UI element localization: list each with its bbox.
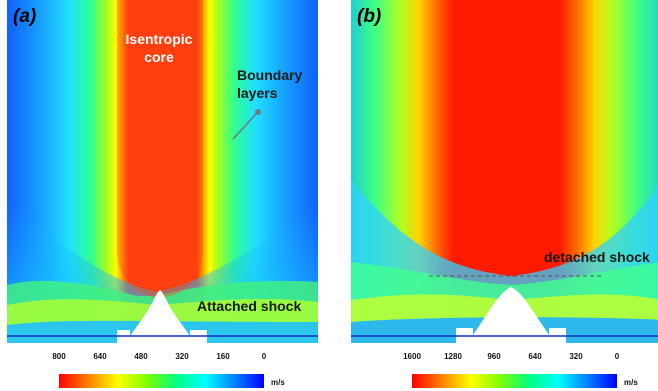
colorbar-b-tick: 0 xyxy=(614,352,620,361)
isentropic-core-label: Isentropic core xyxy=(125,31,193,65)
colorbar-a-tick: 800 xyxy=(52,352,66,361)
colorbar-b-unit: m/s xyxy=(624,378,638,387)
velocity-field-b xyxy=(351,0,658,343)
colorbar-a-unit: m/s xyxy=(271,378,285,387)
colorbar-a-tick: 320 xyxy=(175,352,189,361)
colorbar-a-tick: 640 xyxy=(93,352,107,361)
detached-shock-label: detached shock xyxy=(544,249,650,265)
colorbar-a-tick: 480 xyxy=(134,352,148,361)
colorbar-a-tick: 160 xyxy=(216,352,230,361)
colorbar-b-gradient xyxy=(412,374,617,388)
colorbar-a: 800 640 480 320 160 0 m/s xyxy=(52,352,299,390)
colorbar-b-tick: 960 xyxy=(487,352,501,361)
colorbar-b: 1600 1280 960 640 320 0 m/s xyxy=(403,352,652,390)
attached-shock-label: Attached shock xyxy=(197,298,302,314)
panel-b: (b) detached shock xyxy=(351,0,658,343)
panel-a: (a) Isentropic core Boundary layers Atta… xyxy=(7,0,318,343)
panel-label-b: (b) xyxy=(357,6,382,27)
colorbar-b-tick: 1280 xyxy=(444,352,462,361)
boundary-layer-leader-line xyxy=(232,112,258,140)
colorbar-a-tick: 0 xyxy=(261,352,267,361)
velocity-field-a xyxy=(7,0,318,343)
panel-label-a: (a) xyxy=(13,6,37,27)
colorbar-a-gradient xyxy=(59,374,264,388)
colorbar-b-tick: 640 xyxy=(528,352,542,361)
boundary-layers-label: Boundary layers xyxy=(237,67,303,101)
colorbar-b-tick: 320 xyxy=(569,352,583,361)
colorbar-b-tick: 1600 xyxy=(403,352,421,361)
